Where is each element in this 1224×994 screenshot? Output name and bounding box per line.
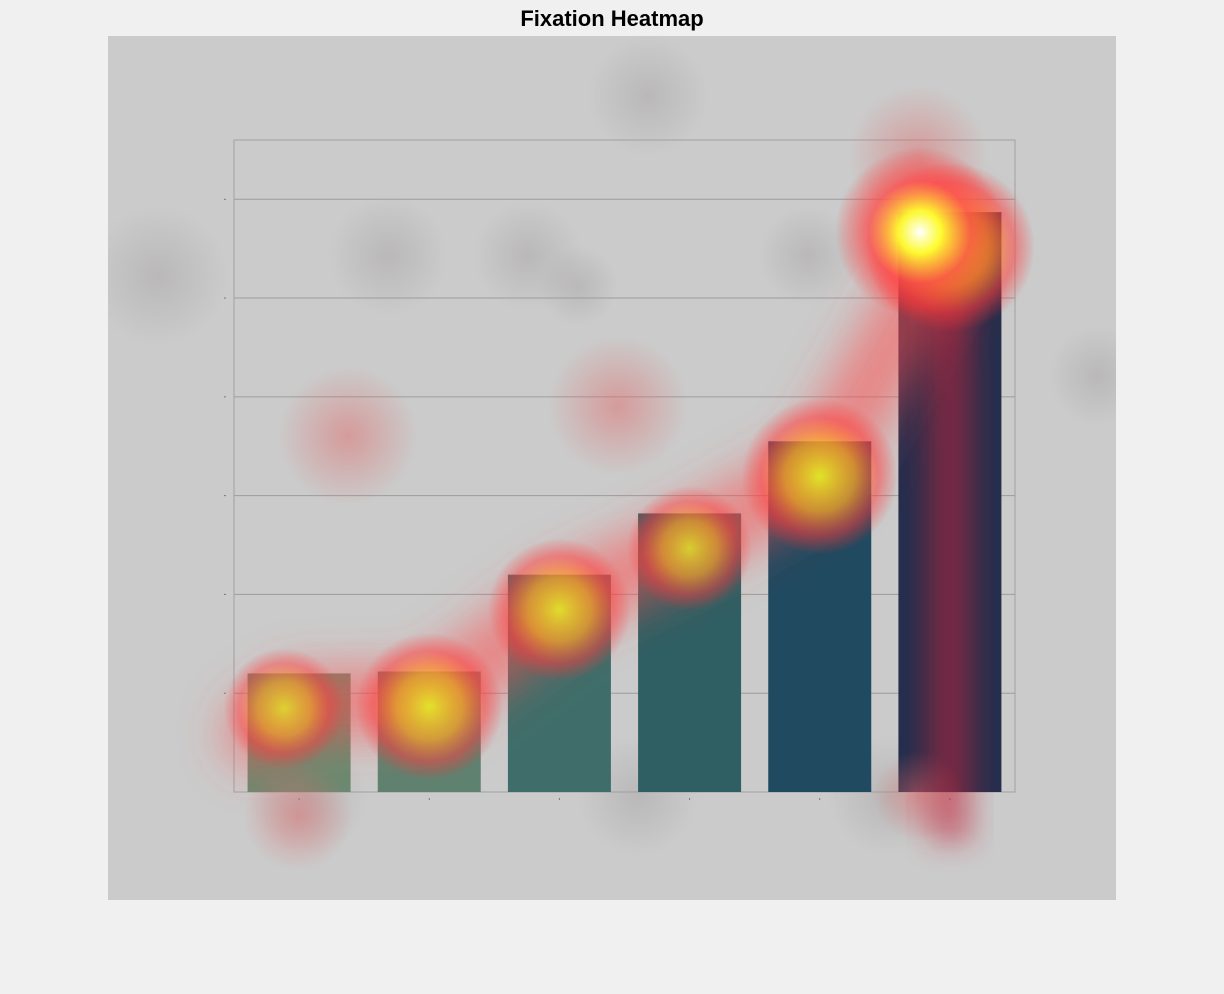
fixation-hotspot [223, 648, 345, 769]
faint-fixation [278, 366, 418, 506]
fixation-hotspot [487, 538, 631, 682]
bar-chart [108, 36, 1116, 871]
background-shade [1048, 326, 1116, 426]
fixation-hotspot [355, 632, 503, 781]
background-shade [328, 196, 448, 316]
fixation-hotspot [627, 485, 753, 611]
fixation-hotspot [741, 398, 898, 555]
page-title: Fixation Heatmap [520, 6, 704, 31]
background-shade [538, 246, 618, 326]
background-shade [758, 206, 858, 306]
faint-fixation [548, 336, 688, 476]
background-shade [108, 206, 228, 346]
plot-frame [233, 139, 1016, 793]
background-shade [588, 36, 708, 156]
heatmap-figure [108, 36, 1116, 900]
fixation-streak [927, 302, 972, 843]
peak-fixation [834, 147, 1005, 318]
faint-fixation [243, 761, 353, 871]
